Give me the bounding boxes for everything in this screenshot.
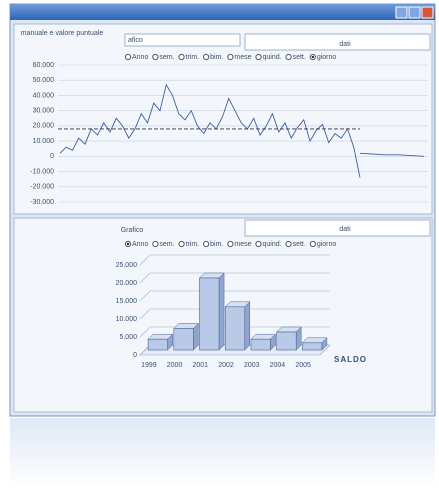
radio-label: bim. <box>210 54 223 61</box>
radio-button[interactable] <box>285 53 292 61</box>
line-series <box>59 83 361 178</box>
radio-button[interactable] <box>203 53 210 61</box>
radio-label: trim. <box>186 54 200 61</box>
minimize-button[interactable] <box>395 6 408 19</box>
legend-label: SALDO <box>334 355 367 364</box>
line-series-tail <box>359 152 425 157</box>
radio-button[interactable] <box>124 53 132 61</box>
y-tick-label: 40.000 <box>33 92 55 99</box>
y-tick-label: 20.000 <box>33 123 55 130</box>
radio-button[interactable] <box>152 240 159 248</box>
x-tick-label: 2001 <box>192 362 208 369</box>
grid-line <box>139 308 330 320</box>
radio-button[interactable] <box>255 240 262 248</box>
radio-label: giorno <box>317 54 337 61</box>
label: Grafico <box>121 227 144 234</box>
y-tick-label: 0 <box>133 352 137 359</box>
y-tick-label: 20.000 <box>116 280 138 287</box>
maximize-button[interactable] <box>408 6 421 19</box>
radio-label: Anno <box>132 54 148 61</box>
y-tick-label: 30.000 <box>33 108 55 115</box>
bar <box>147 338 168 351</box>
radio-label: giorno <box>317 241 337 248</box>
x-tick-label: 2004 <box>270 362 286 369</box>
tab[interactable] <box>244 33 431 51</box>
x-tick-label: 2002 <box>218 362 234 369</box>
field-text: afico <box>128 37 143 44</box>
radio-button[interactable] <box>203 240 210 248</box>
x-tick-label: 2000 <box>167 362 183 369</box>
bar <box>224 306 246 351</box>
y-tick-label: 10.000 <box>116 316 138 323</box>
y-tick-label: -20.000 <box>30 184 54 191</box>
text-field[interactable] <box>124 33 241 47</box>
y-tick-label: 5.000 <box>119 334 137 341</box>
radio-button[interactable] <box>255 53 262 61</box>
grid-line <box>139 290 330 302</box>
bar-side <box>218 272 225 351</box>
radio-dot <box>311 55 315 59</box>
tab-label: dati <box>339 41 351 48</box>
tab-label: dati <box>339 226 351 233</box>
radio-dot <box>126 242 130 246</box>
bar <box>173 328 194 351</box>
radio-label: quind. <box>263 241 282 248</box>
y-tick-label: 0 <box>50 153 54 160</box>
y-tick-label: 25.000 <box>116 262 138 269</box>
y-tick-label: 50.000 <box>33 77 55 84</box>
radio-button[interactable] <box>152 53 159 61</box>
reflection <box>10 418 435 488</box>
grid-line <box>139 326 330 338</box>
radio-button[interactable] <box>227 240 234 248</box>
x-tick-label: 1999 <box>141 362 157 369</box>
radio-label: trim. <box>186 241 200 248</box>
radio-label: quind. <box>263 54 282 61</box>
radio-button[interactable] <box>309 240 316 248</box>
y-tick-label: -10.000 <box>30 168 54 175</box>
y-tick-label: 10.000 <box>33 138 55 145</box>
radio-label: bim. <box>210 241 223 248</box>
close-button[interactable] <box>421 6 434 19</box>
radio-button[interactable] <box>285 240 292 248</box>
y-tick-label: -30.000 <box>30 199 54 206</box>
radio-button[interactable] <box>178 240 185 248</box>
bar <box>302 342 323 351</box>
bar <box>199 277 220 351</box>
bar <box>276 331 297 351</box>
radio-label: sett. <box>293 241 306 248</box>
grid-line <box>139 254 330 266</box>
radio-button[interactable] <box>178 53 185 61</box>
grid-line <box>139 272 330 284</box>
x-tick-label: 2003 <box>244 362 260 369</box>
y-tick-label: 15.000 <box>116 298 138 305</box>
bar <box>250 338 271 351</box>
title-bar <box>10 4 435 20</box>
radio-label: mese <box>234 54 251 61</box>
radio-label: sem. <box>159 241 174 248</box>
label: manuale e valore puntuale <box>21 30 104 37</box>
radio-label: sem. <box>159 54 174 61</box>
radio-label: Anno <box>132 241 148 248</box>
top-panel <box>13 23 433 215</box>
radio-label: sett. <box>293 54 306 61</box>
y-tick-label: 60.000 <box>33 62 55 69</box>
bar-side <box>244 301 251 351</box>
x-tick-label: 2005 <box>295 362 311 369</box>
radio-button[interactable] <box>227 53 234 61</box>
radio-label: mese <box>234 241 251 248</box>
tab[interactable] <box>244 219 431 237</box>
